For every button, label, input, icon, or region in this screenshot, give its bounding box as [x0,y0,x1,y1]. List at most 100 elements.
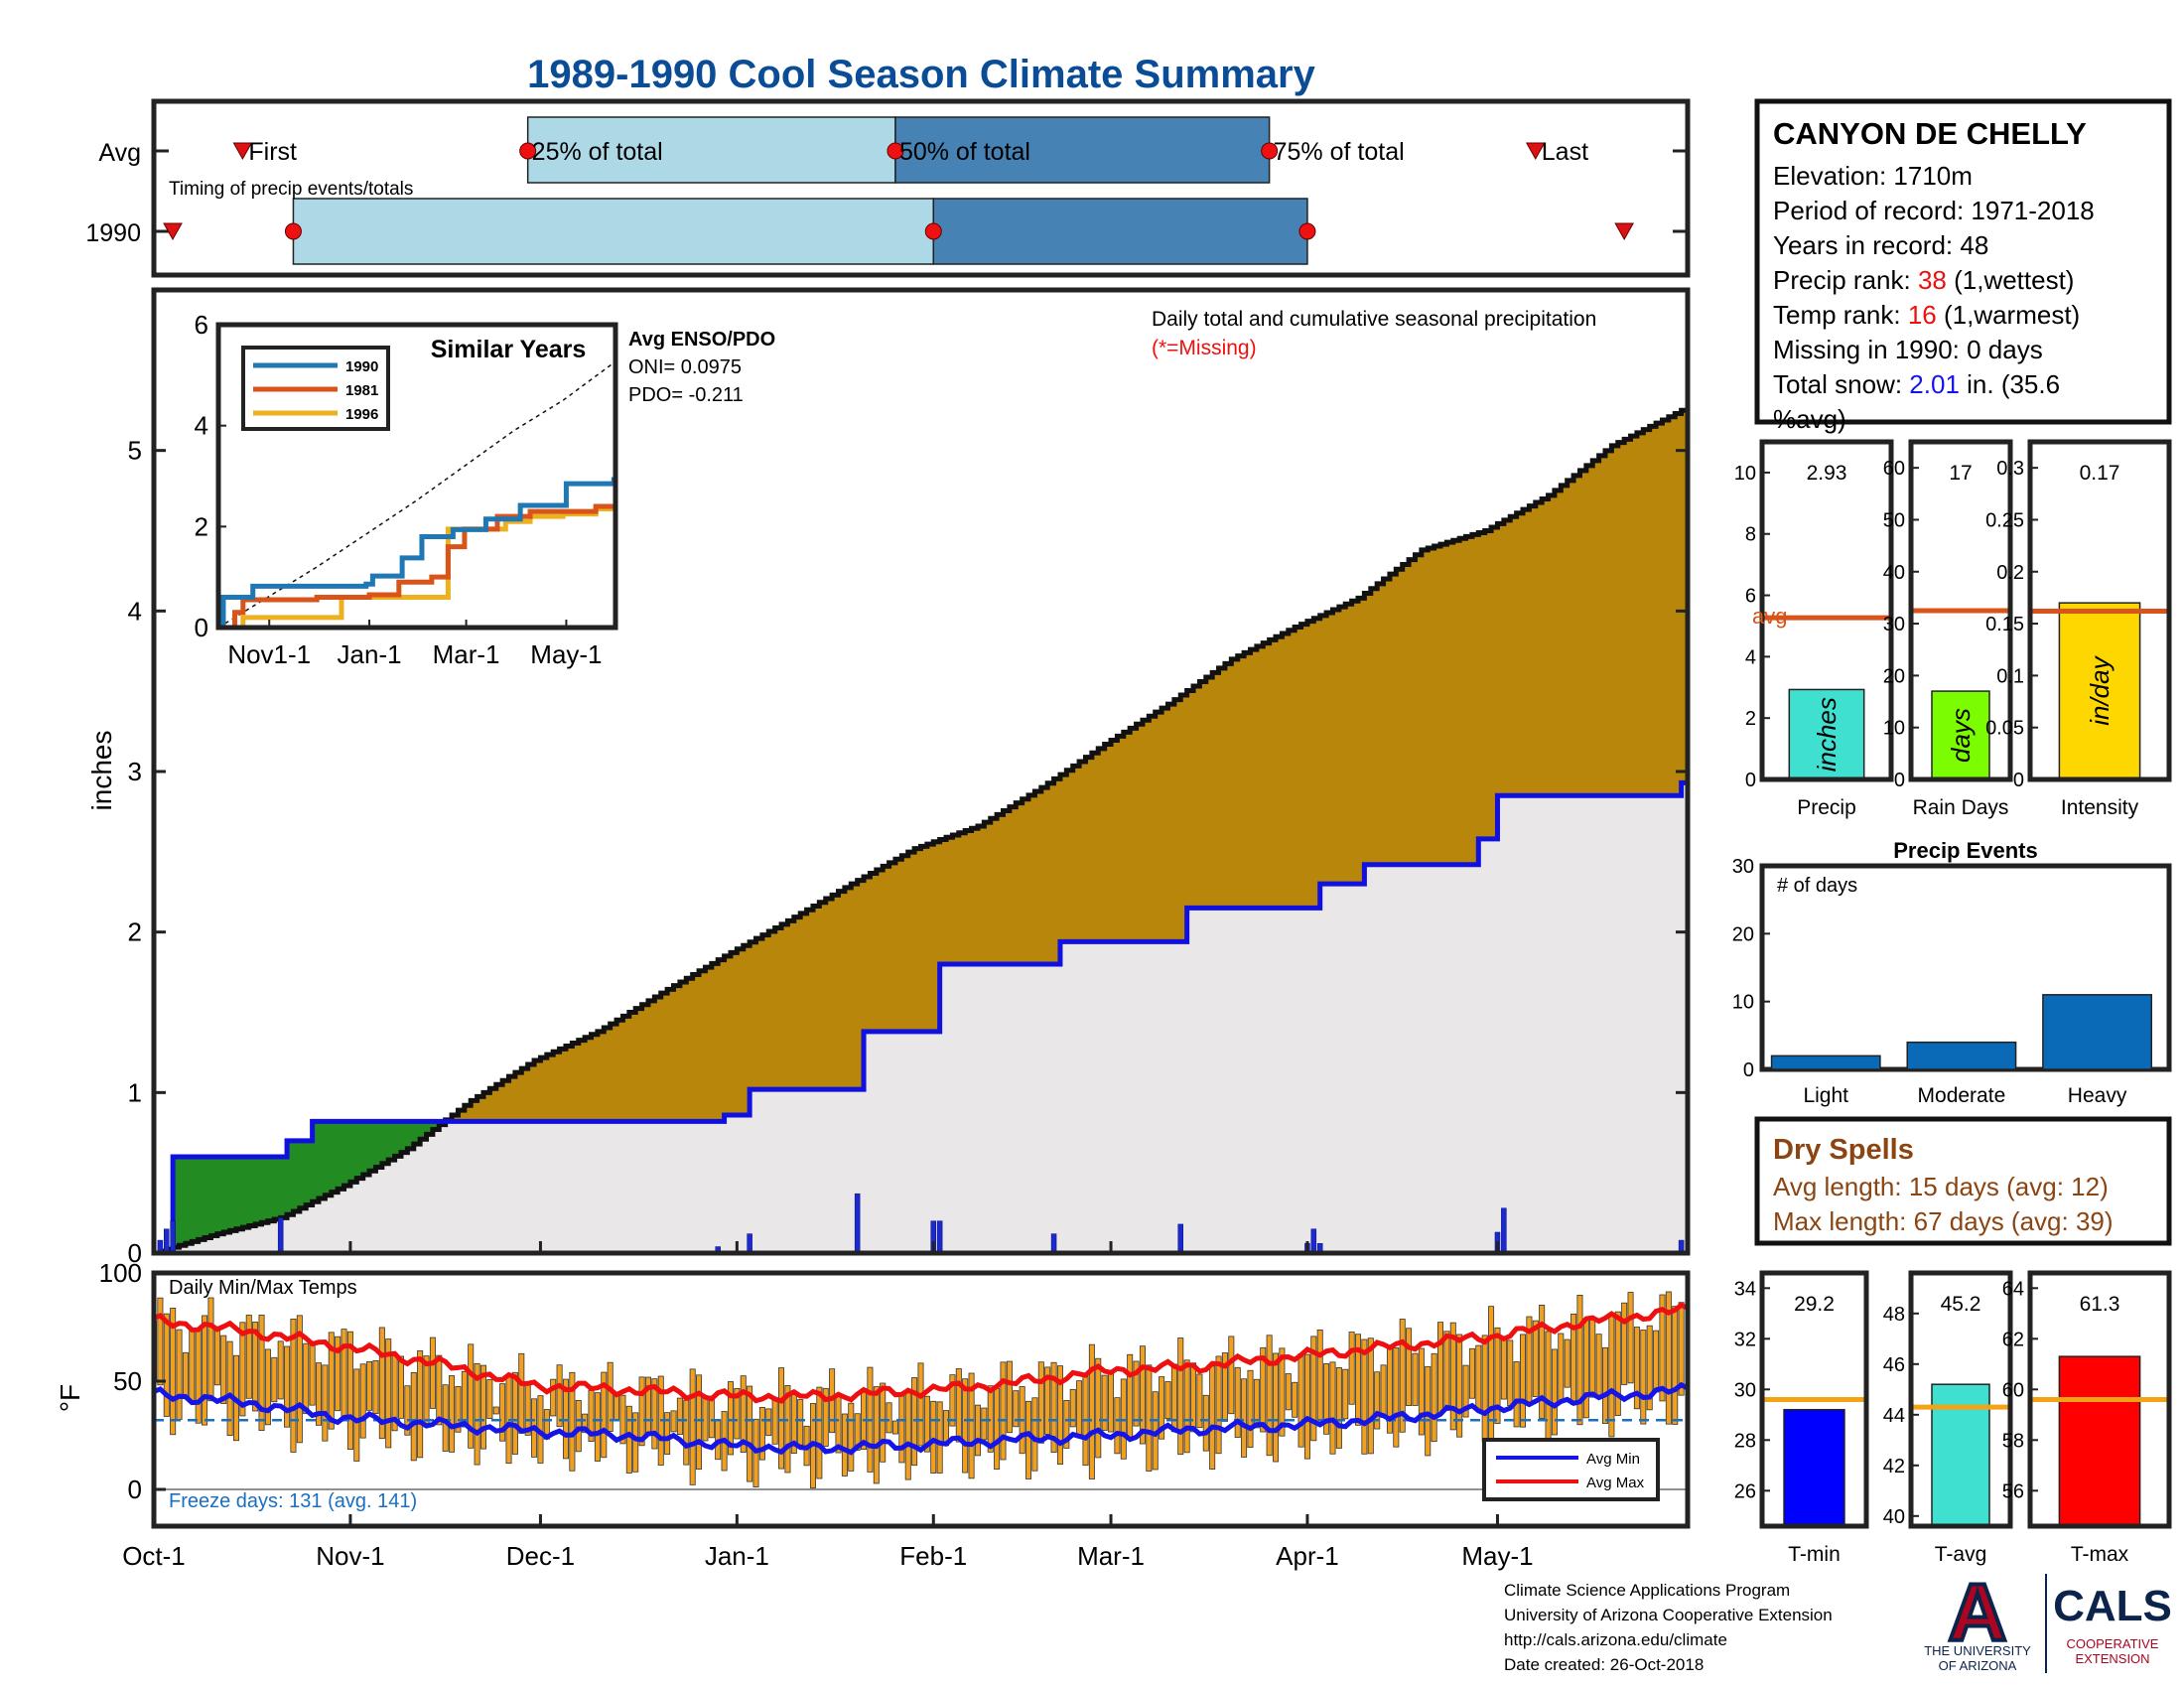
daily-temp-bar [740,1375,747,1453]
precip-total-bar [1788,688,1865,780]
daily-temp-bar [1488,1306,1495,1450]
daily-temp-bar [835,1393,842,1454]
daily-temp-bar [1095,1357,1102,1459]
daily-temp-bar [708,1395,715,1439]
station-name: CANYON DE CHELLY [1773,116,2087,151]
inset-xtick-label: Mar-1 [433,639,500,669]
tmax-bar [2058,1355,2141,1527]
year-last-marker [1614,222,1635,241]
daily-temp-bar [1348,1332,1355,1405]
inset-legend-label-1990: 1990 [345,358,378,375]
daily-temp-bar [1164,1381,1171,1420]
precip-event-label-moderate: Moderate [1918,1084,2006,1107]
dry-spells-title: Dry Spells [1773,1134,1914,1166]
precip-total-ytick-label: 8 [1745,524,1756,546]
daily-temp-bar [619,1394,626,1445]
intensity-ytick-label: 0.2 [1996,562,2024,584]
above-average-deficit-area [160,410,1688,1253]
tmax-ytick-label: 64 [2002,1278,2024,1300]
footer-line2: University of Arizona Cooperative Extens… [1504,1606,1833,1624]
avg-last-marker [1525,142,1546,161]
main-ytick-label: 1 [128,1077,142,1107]
daily-temp-bar [638,1376,645,1447]
precip-summary-charts: inches 2.93 0 2 4 6 8 10 Precip days 17 0 10 20 30 40 50… [1734,439,2172,819]
daily-temp-bar [1146,1364,1153,1472]
daily-temp-bar [1443,1331,1450,1411]
daily-temp-bar [511,1371,518,1455]
daily-temp-bar [614,1394,620,1421]
daily-temp-bar [170,1308,177,1436]
daily-temp-bar [1170,1363,1177,1433]
main-annotation: Daily total and cumulative seasonal prec… [1152,308,1596,331]
daily-temp-bar [182,1351,189,1399]
tmin-value: 29.2 [1794,1293,1835,1316]
precip-events-ytick-label: 30 [1732,856,1754,878]
inset-ytick-label: 4 [195,411,208,441]
daily-temp-bar [486,1379,493,1419]
daily-temp-bar [1228,1336,1235,1415]
daily-temp-bar [1545,1331,1552,1444]
daily-temp-bar [410,1372,417,1462]
daily-temp-bar [1399,1319,1406,1433]
intensity-bar [2058,602,2141,780]
daily-temp-bar [949,1374,956,1427]
inset-series-1981 [218,489,615,628]
daily-temp-bar [176,1329,183,1420]
daily-temp-bar [226,1340,233,1437]
temperature-panel: 0 50 100 °F Daily Min/Max Temps Freeze day… [55,1258,1691,1571]
intensity-bar-text: in/day [2085,654,2115,725]
inset-legend-label-1996: 1996 [345,406,378,423]
timing-year-label: 1990 [85,219,141,247]
daily-temp-bar [1139,1345,1146,1445]
daily-temp-bar [886,1402,892,1434]
daily-temp-bar [1653,1330,1660,1393]
daily-temp-bar [917,1362,924,1447]
daily-temp-bar [936,1401,943,1474]
daily-temp-bar [962,1378,969,1474]
rain-days-ytick-label: 0 [1894,770,1905,791]
temp-border [151,1270,1691,1529]
freeze-text: Freeze days: 131 (avg. 141) [169,1490,417,1512]
daily-temp-bar [891,1420,898,1435]
enso-title: Avg ENSO/PDO [628,329,775,351]
daily-temp-bar [854,1413,861,1451]
daily-temp-bar [264,1348,271,1426]
daily-temp-bar [689,1368,696,1485]
main-precip-plot [154,407,1688,1253]
daily-temp-bar [1076,1380,1083,1436]
intensity-value: 0.17 [2080,462,2120,485]
daily-temp-bar [1412,1352,1419,1406]
daily-temp-bar [189,1329,196,1403]
daily-temp-bar [258,1314,265,1431]
daily-temp-bar [1088,1343,1095,1479]
main-y-axis: 0 1 2 3 4 5 [128,436,1688,1268]
logo-cals: CALS [2053,1582,2172,1630]
daily-temp-bar [1520,1334,1527,1428]
daily-temp-bar [1342,1368,1349,1420]
precip-total-category: Precip [1797,796,1856,819]
daily-temp-bar [499,1383,506,1442]
daily-temp-bar [303,1342,310,1415]
avg-50-marker [887,142,904,160]
daily-temp-bar [1273,1352,1280,1463]
daily-temp-bar [1215,1355,1222,1455]
daily-temp-bar [1576,1295,1583,1426]
tavg-ytick-label: 42 [1883,1456,1905,1477]
daily-temp-bar [252,1322,259,1412]
tmax-ytick-label: 58 [2002,1430,2024,1452]
daily-temp-bar [822,1387,829,1447]
daily-temp-bar [1595,1334,1602,1399]
main-ytick-label: 3 [128,757,142,786]
inset-border [215,322,618,631]
daily-temp-bar [1063,1400,1070,1449]
rain-days-frame [1908,439,2013,782]
daily-temp-bar [1558,1333,1565,1404]
daily-precip-bar [277,1217,284,1253]
logo-university-line2: OF ARIZONA [1939,1658,2017,1673]
tmin-ytick-label: 28 [1734,1430,1756,1452]
daily-temp-bar [1633,1327,1640,1410]
daily-temp-bar [385,1338,392,1449]
daily-temp-bar [582,1413,589,1434]
temp-ylabel: °F [55,1384,85,1412]
daily-temp-bar [423,1355,430,1428]
